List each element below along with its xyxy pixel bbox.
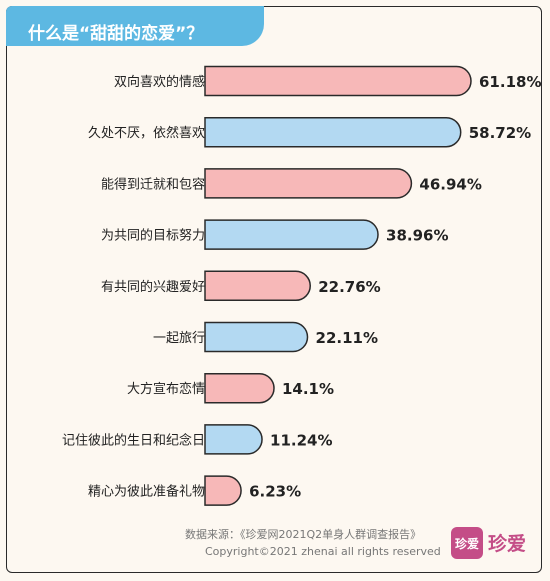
value-label-9: 6.23% [249,483,301,501]
category-label-3: 能得到迁就和包容 [101,176,205,192]
category-label-6: 一起旅行 [153,331,205,346]
value-label-2: 58.72% [469,124,531,142]
category-label-9: 精心为彼此准备礼物 [88,484,205,500]
value-label-4: 38.96% [386,227,448,245]
data-source: 数据来源：《珍爱网2021Q2单身人群调查报告》 [185,528,422,541]
bar-2 [204,116,462,148]
card-frame [6,6,542,573]
category-label-1: 双向喜欢的情感 [114,74,205,90]
bar-1 [204,65,472,97]
category-label-7: 大方宣布恋情 [127,381,205,397]
bar-6 [204,321,309,353]
category-label-8: 记住彼此的生日和纪念日 [62,432,205,448]
zhenai-logo-icon: 珍爱 [451,527,483,559]
bar-7 [204,372,275,404]
category-label-4: 为共同的目标努力 [101,228,205,244]
bar-5 [204,270,311,302]
copyright: Copyright©2021 zhenai all rights reserve… [205,545,441,558]
bar-4 [204,219,379,250]
bar-8 [204,424,263,455]
zhenai-logo-text: 珍爱 [488,533,527,555]
value-label-7: 14.1% [282,380,334,398]
value-label-3: 46.94% [419,175,481,193]
bar-3 [204,168,413,199]
bar-9 [204,475,242,506]
category-label-5: 有共同的兴趣爱好 [101,279,205,295]
chart-title: 什么是“甜甜的恋爱”？ [28,24,204,44]
value-label-8: 11.24% [270,431,332,449]
category-label-2: 久处不厌，依然喜欢 [88,125,205,141]
value-label-1: 61.18% [479,73,541,91]
value-label-6: 22.11% [316,329,378,347]
value-label-5: 22.76% [318,278,380,296]
title-tab: 什么是“甜甜的恋爱”？ [6,6,264,46]
